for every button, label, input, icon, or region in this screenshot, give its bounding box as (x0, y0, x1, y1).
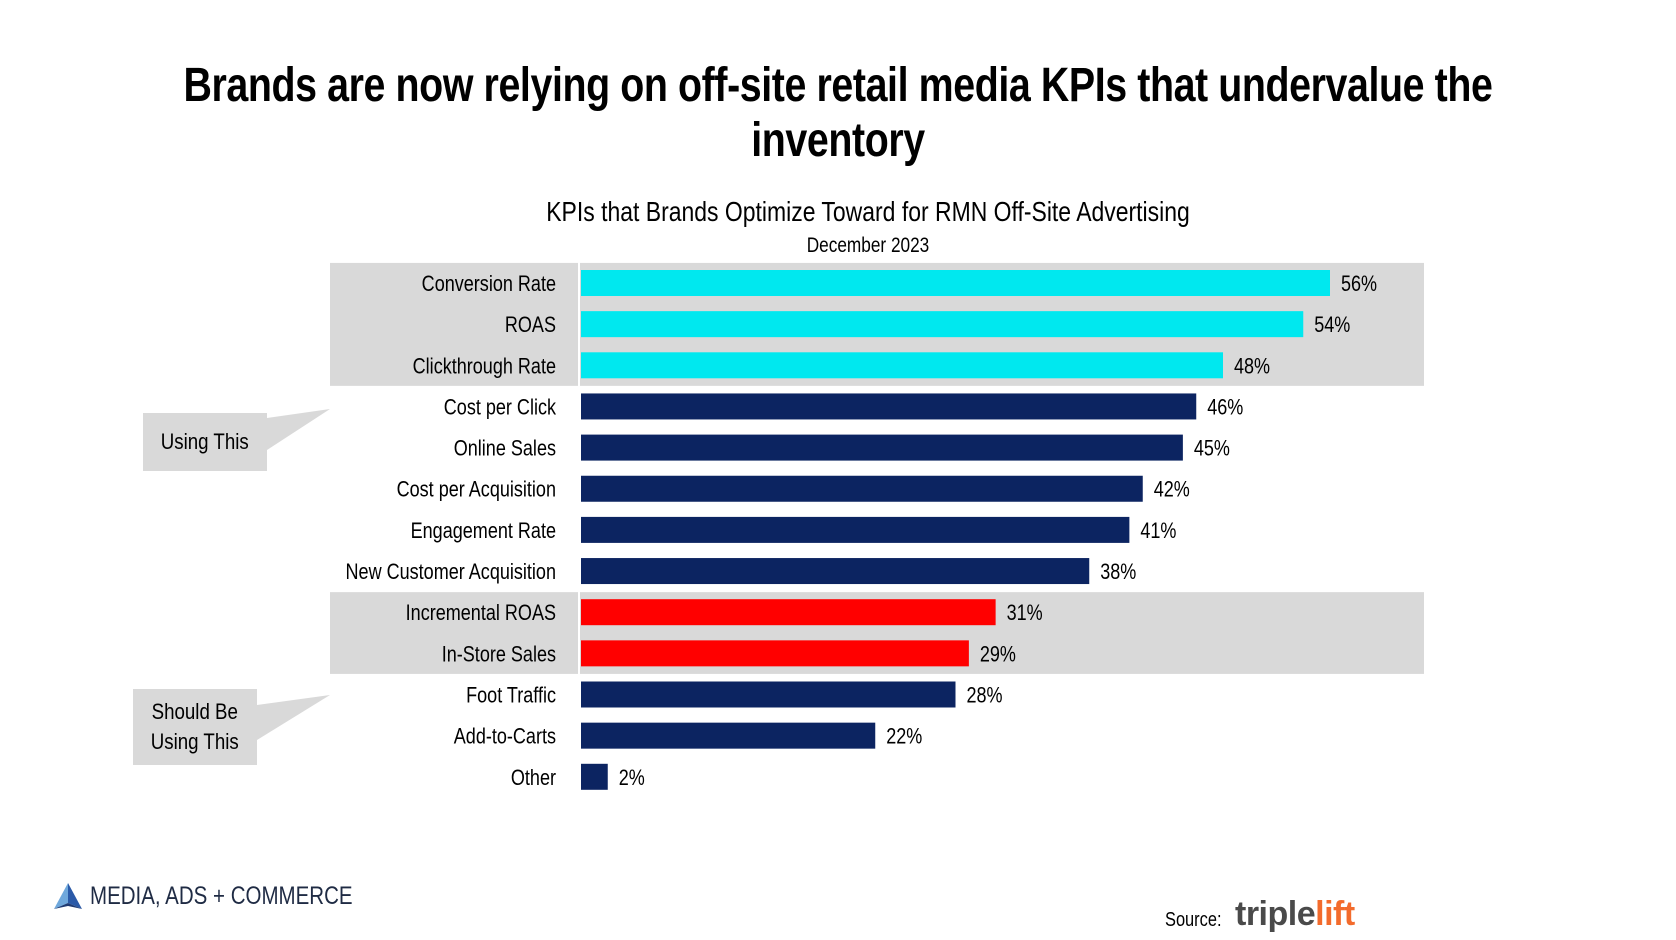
should-be-using-this-callout: Should Be Using This (133, 689, 257, 765)
brand-name: MEDIA, ADS + COMMERCE (90, 881, 353, 910)
bar (581, 681, 956, 708)
category-label: Cost per Click (444, 396, 557, 420)
should-be-label-line1: Should Be (151, 699, 239, 724)
chart-subtitle: December 2023 (806, 234, 930, 257)
value-label: 54% (1314, 314, 1350, 338)
category-label: Clickthrough Rate (413, 355, 556, 379)
using-this-callout: Using This (143, 413, 267, 471)
bar (581, 599, 996, 626)
value-label: 46% (1207, 396, 1243, 420)
bar (581, 475, 1143, 502)
logo-part-triple: triple (1235, 895, 1316, 933)
value-label: 42% (1154, 478, 1190, 502)
value-label: 28% (967, 684, 1003, 708)
category-label: Online Sales (454, 437, 556, 461)
value-label: 41% (1140, 519, 1176, 543)
category-label: Conversion Rate (422, 272, 556, 296)
bar (581, 270, 1330, 296)
value-label: 2% (619, 766, 645, 790)
bar (581, 722, 876, 749)
bar (581, 763, 608, 790)
category-label: ROAS (505, 314, 556, 338)
value-label: 45% (1194, 437, 1230, 461)
category-label: Other (511, 766, 556, 790)
category-label: Add-to-Carts (454, 725, 556, 749)
category-label: In-Store Sales (442, 643, 556, 667)
category-label: Cost per Acquisition (397, 478, 556, 502)
media-ads-commerce-brand: MEDIA, ADS + COMMERCE (52, 881, 410, 911)
bar (581, 434, 1183, 461)
category-label: Engagement Rate (411, 519, 556, 543)
logo-part-lift: lift (1315, 895, 1355, 933)
chart-title: KPIs that Brands Optimize Toward for RMN… (546, 196, 1190, 227)
triplelift-logo: triplelift (1235, 895, 1355, 934)
bar (581, 352, 1223, 379)
value-label: 22% (886, 725, 922, 749)
bar (581, 640, 969, 667)
source-label: Source: (1165, 909, 1222, 931)
value-label: 56% (1341, 272, 1377, 296)
value-label: 31% (1007, 602, 1043, 626)
using-this-label: Using This (160, 429, 250, 454)
value-label: 48% (1234, 355, 1270, 379)
category-label: Incremental ROAS (406, 602, 556, 626)
should-be-pointer (257, 695, 330, 740)
category-label: New Customer Acquisition (346, 560, 556, 584)
should-be-label-line2: Using This (150, 729, 240, 754)
brand-triangle-icon (54, 883, 82, 909)
value-label: 29% (980, 643, 1016, 667)
bar (581, 558, 1090, 585)
category-label: Foot Traffic (466, 684, 556, 708)
bar (581, 516, 1130, 543)
bar (581, 393, 1197, 420)
using-this-pointer (267, 409, 330, 450)
value-label: 38% (1100, 560, 1136, 584)
bar (581, 311, 1304, 338)
headline: Brands are now relying on off-site retai… (183, 59, 1493, 167)
